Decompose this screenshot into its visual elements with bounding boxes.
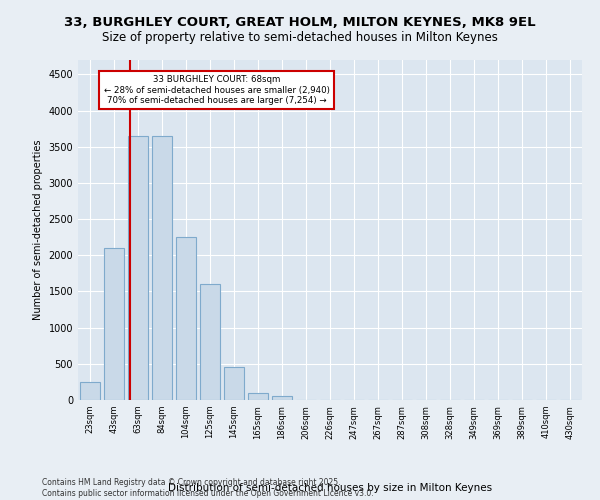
Text: 33 BURGHLEY COURT: 68sqm
← 28% of semi-detached houses are smaller (2,940)
70% o: 33 BURGHLEY COURT: 68sqm ← 28% of semi-d… bbox=[104, 76, 329, 105]
Bar bbox=[152, 136, 172, 400]
Bar bbox=[272, 396, 292, 400]
Text: Size of property relative to semi-detached houses in Milton Keynes: Size of property relative to semi-detach… bbox=[102, 31, 498, 44]
Bar bbox=[128, 136, 148, 400]
Text: 33, BURGHLEY COURT, GREAT HOLM, MILTON KEYNES, MK8 9EL: 33, BURGHLEY COURT, GREAT HOLM, MILTON K… bbox=[64, 16, 536, 29]
Bar bbox=[200, 284, 220, 400]
Y-axis label: Number of semi-detached properties: Number of semi-detached properties bbox=[33, 140, 43, 320]
Bar bbox=[104, 248, 124, 400]
X-axis label: Distribution of semi-detached houses by size in Milton Keynes: Distribution of semi-detached houses by … bbox=[168, 483, 492, 493]
Bar bbox=[224, 368, 244, 400]
Bar bbox=[80, 382, 100, 400]
Bar bbox=[176, 237, 196, 400]
Text: Contains HM Land Registry data © Crown copyright and database right 2025.
Contai: Contains HM Land Registry data © Crown c… bbox=[42, 478, 374, 498]
Bar bbox=[248, 393, 268, 400]
